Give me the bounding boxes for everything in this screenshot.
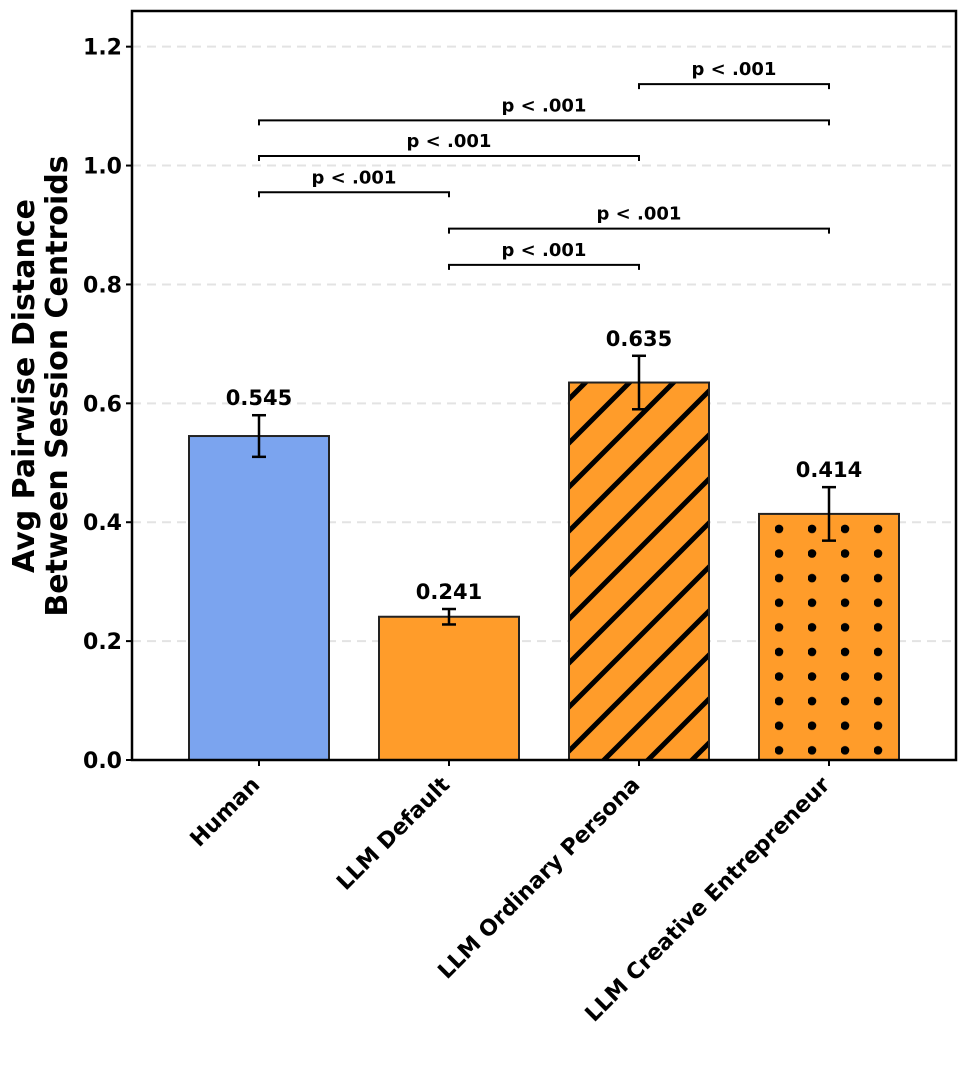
significance-label: p < .001 (597, 204, 682, 225)
significance-bracket (258, 119, 830, 126)
axes (130, 9, 958, 762)
significance-label: p < .001 (502, 240, 587, 261)
significance-label: p < .001 (407, 131, 492, 152)
significance-label: p < .001 (502, 95, 587, 116)
y-tick-label: 1.2 (83, 36, 122, 61)
y-tick-label: 0.4 (83, 511, 122, 536)
y-tick-label: 0.8 (83, 273, 122, 298)
bar (188, 435, 330, 761)
x-tick-label: LLM Default (332, 772, 455, 895)
significance-label: p < .001 (312, 167, 397, 188)
bar (568, 381, 710, 761)
bar (378, 615, 520, 761)
bar (758, 512, 900, 762)
y-axis-ticks: 0.0 0.2 0.4 0.6 0.8 1.0 1.2 (83, 36, 132, 774)
significance-bracket (258, 191, 450, 198)
y-axis-title-line-1: Avg Pairwise Distance (7, 199, 42, 573)
significance-label: p < .001 (692, 59, 777, 80)
y-tick-label: 0.2 (83, 630, 122, 655)
y-tick-label: 1.0 (83, 155, 122, 180)
bars: 0.545 0.241 0.635 0.414 (188, 327, 900, 762)
x-tick-label: Human (186, 773, 266, 853)
data-label: 0.241 (416, 580, 482, 604)
x-tick-label: LLM Ordinary Persona (434, 773, 646, 985)
significance-bracket (448, 263, 640, 270)
data-label: 0.414 (796, 458, 862, 482)
y-axis-title-line-2: Between Session Centroids (40, 155, 75, 616)
y-tick-label: 0.6 (83, 392, 122, 417)
data-label: 0.545 (226, 386, 292, 410)
plot-frame (130, 9, 958, 762)
significance-bracket (258, 155, 640, 162)
significance-bracket (638, 83, 830, 90)
significance-bracket (448, 227, 830, 234)
significance-annotations: p < .001 p < .001 p < .001 p < .001 p < .001… (258, 59, 830, 270)
y-tick-label: 0.0 (83, 749, 122, 774)
data-label: 0.635 (606, 327, 672, 351)
